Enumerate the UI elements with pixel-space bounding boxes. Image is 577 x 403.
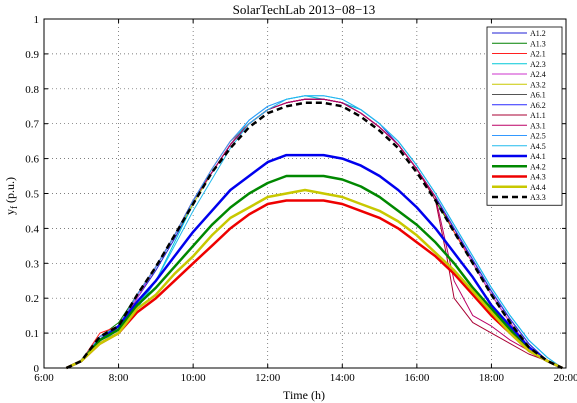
x-tick-label: 10:00 — [181, 372, 207, 384]
y-tick-label: 0.9 — [25, 49, 39, 61]
series-line-A4-1 — [65, 153, 563, 370]
legend-label: A4.3 — [530, 173, 546, 182]
grid — [44, 19, 566, 368]
legend-label: A1.2 — [530, 29, 546, 38]
legend-label: A6.2 — [530, 101, 546, 110]
y-axis-subscript: f — [9, 206, 19, 209]
y-tick-label: 0.6 — [25, 154, 39, 166]
y-axis-unit: (p.u.) — [3, 177, 17, 203]
y-tick-label: 0.2 — [25, 293, 39, 305]
y-tick-label: 0.5 — [25, 189, 39, 201]
legend-label: A4.1 — [530, 152, 546, 161]
legend-label: A4.5 — [530, 142, 546, 151]
x-tick-label: 8:00 — [109, 372, 129, 384]
legend-label: A1.1 — [530, 111, 546, 120]
legend-label: A2.4 — [530, 70, 546, 79]
x-tick-label: 6:00 — [34, 372, 54, 384]
legend-label: A2.1 — [530, 50, 546, 59]
legend-label: A3.2 — [530, 80, 546, 89]
x-tick-label: 18:00 — [479, 372, 505, 384]
legend-label: A1.3 — [530, 39, 546, 48]
y-tick-label: 1 — [34, 14, 40, 26]
legend-label: A4.2 — [530, 162, 546, 171]
x-tick-label: 16:00 — [404, 372, 430, 384]
chart-title: SolarTechLab 2013−08−13 — [233, 2, 376, 17]
series-line-A4-4 — [65, 188, 563, 370]
y-tick-label: 0.8 — [25, 84, 39, 96]
series-line-A4-3 — [65, 199, 563, 370]
legend-label: A2.3 — [530, 60, 546, 69]
legend-label: A4.4 — [530, 183, 546, 192]
x-axis-label: Time (h) — [283, 388, 325, 402]
legend-label: A3.1 — [530, 121, 546, 130]
series-layer — [65, 95, 563, 370]
x-tick-label: 20:00 — [553, 372, 577, 384]
ticks: 6:00 8:00 10:00 12:00 14:00 16:00 18:00 20:00 0 0… — [25, 14, 577, 384]
series-line-A3-3 — [65, 101, 563, 370]
y-tick-label: 0.7 — [25, 119, 39, 131]
y-tick-label: 0.4 — [25, 223, 39, 235]
y-axis-label: yf (p.u.) — [3, 177, 19, 215]
series-line-A4-2 — [65, 174, 563, 370]
legend-label: A3.3 — [530, 193, 546, 202]
y-tick-label: 0 — [34, 363, 40, 375]
y-axis-symbol: y — [3, 209, 17, 215]
x-tick-label: 12:00 — [255, 372, 281, 384]
legend-label: A2.5 — [530, 132, 546, 141]
x-tick-label: 14:00 — [330, 372, 356, 384]
y-tick-label: 0.1 — [25, 328, 39, 340]
y-tick-label: 0.3 — [25, 258, 39, 270]
legend: A1.2A1.3 A2.1A2.3A2.4A3.2 A6.1A6.2A1.1A3.1… — [486, 26, 563, 206]
legend-label: A6.1 — [530, 91, 546, 100]
